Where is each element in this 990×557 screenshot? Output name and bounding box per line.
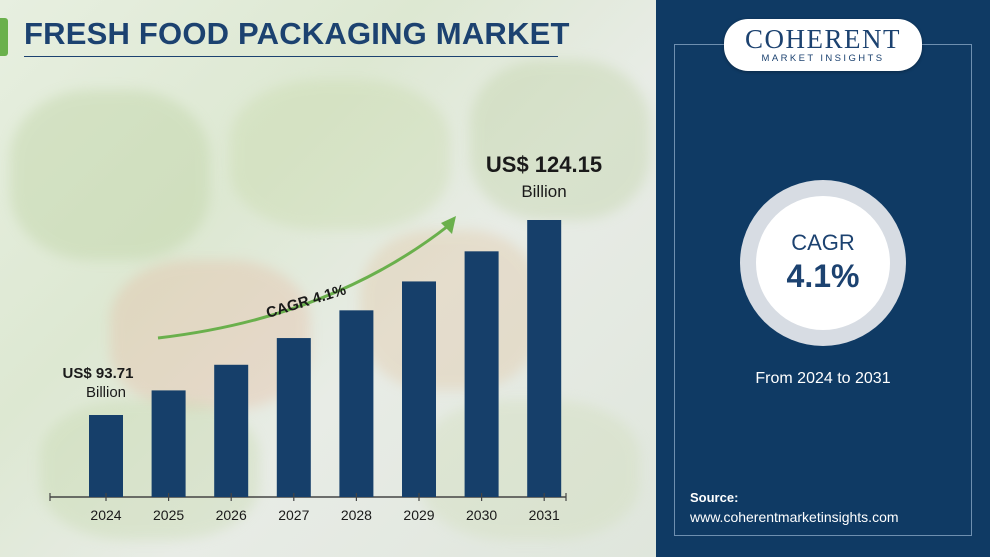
x-tick-label: 2027	[278, 507, 309, 523]
source-label: Source:	[690, 490, 739, 505]
logo-tagline: MARKET INSIGHTS	[761, 53, 885, 64]
bar-2029	[402, 281, 436, 497]
bar-2025	[151, 390, 186, 497]
x-tick-label: 2031	[529, 507, 560, 523]
forecast-period: From 2024 to 2031	[755, 370, 891, 387]
start-unit-label: Billion	[86, 384, 126, 401]
end-unit-label: Billion	[521, 182, 566, 201]
source-url: www.coherentmarketinsights.com	[690, 509, 899, 525]
x-tick-label: 2024	[90, 507, 121, 523]
cagr-arrow-label: CAGR 4.1%	[264, 281, 348, 321]
growth-arrow	[157, 224, 449, 340]
bar-2027	[276, 338, 311, 497]
bar-2028	[339, 310, 374, 497]
growth-arrow-head	[441, 216, 456, 234]
cagr-label: CAGR	[791, 230, 855, 255]
x-tick-label: 2025	[153, 507, 184, 523]
brand-logo: COHERENT MARKET INSIGHTS	[724, 19, 922, 71]
cagr-ring: CAGR 4.1%	[740, 180, 906, 346]
page-title: FRESH FOOD PACKAGING MARKET	[24, 16, 570, 51]
x-tick-label: 2028	[341, 507, 372, 523]
x-tick-label: 2029	[403, 507, 434, 523]
cagr-value: 4.1%	[786, 258, 860, 294]
cagr-circle: CAGR 4.1%	[756, 196, 890, 330]
summary-panel: COHERENT MARKET INSIGHTS CAGR 4.1% From …	[656, 0, 990, 557]
bar-chart: 2024 2025 2026 2027 2028 2029 2030 2031 US$ 93.7…	[49, 152, 602, 523]
title-accent	[0, 18, 8, 56]
bar-2031	[527, 220, 562, 497]
chart-panel: FRESH FOOD PACKAGING MARKET 2024 2025 2026…	[0, 0, 656, 557]
logo-wordmark: COHERENT	[745, 24, 901, 54]
bar-2024	[89, 415, 123, 497]
bar-2030	[464, 251, 499, 497]
title-underline	[24, 56, 558, 57]
bar-2026	[214, 364, 249, 497]
start-value-label: US$ 93.71	[63, 365, 134, 382]
x-tick-label: 2026	[216, 507, 247, 523]
end-value-label: US$ 124.15	[486, 152, 602, 177]
x-tick-label: 2030	[466, 507, 497, 523]
